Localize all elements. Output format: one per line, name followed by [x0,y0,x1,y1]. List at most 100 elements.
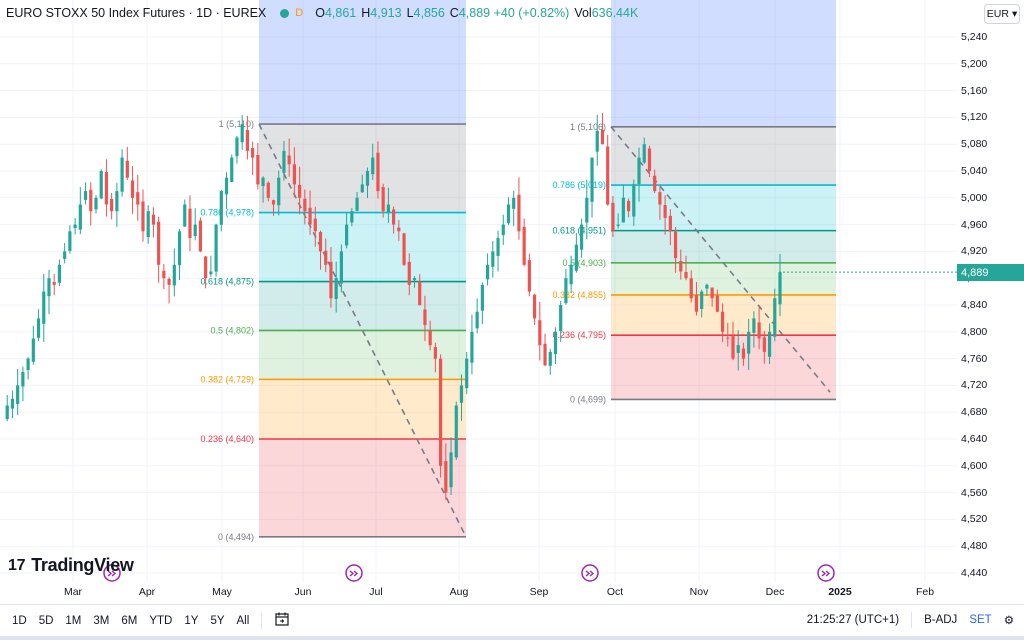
candle [10,390,15,419]
range-button-1m[interactable]: 1M [65,614,82,627]
candle [428,320,432,351]
candle-body [235,137,239,157]
window-bottom-edge [0,636,1024,640]
event-marker-icon[interactable] [345,564,363,582]
fib-level-label: 0.382 (4,855) [552,290,606,300]
candle-body [679,261,683,272]
set-toggle[interactable]: SET [969,614,992,626]
candle-body [553,331,558,355]
symbol-legend: EURO STOXX 50 Index Futures · 1D · EUREX… [6,5,643,21]
candle [16,368,20,415]
candle [271,199,276,216]
candle [130,166,135,214]
time-axis[interactable]: Mar Apr May Jun Jul Aug Sep Oct Nov Dec 2025 Feb [0,582,957,602]
fib-zone [611,335,836,400]
candle-body [501,224,505,236]
candle-body [522,226,526,265]
event-marker-circle [345,564,363,582]
price-tick-label: 5,000 [961,191,988,204]
candle [559,300,563,342]
clock-readout[interactable]: 21:25:27 (UTC+1) [806,614,900,626]
range-button-5y[interactable]: 5Y [210,614,225,627]
candle-body [459,385,464,403]
event-marker-circle [103,564,121,582]
candle-body [104,172,109,205]
candle [684,255,688,281]
price-tick-label: 4,760 [961,352,988,365]
fib-retracement-right[interactable]: 1 (5,106) 0.786 (5,019) 0.618 (4,951) 0.5 (… [552,0,836,404]
candle-body [68,231,72,251]
candle [308,190,312,235]
candle [600,112,605,145]
event-marker-icon[interactable] [103,564,121,582]
event-marker-arrow [585,570,595,577]
range-button-ytd[interactable]: YTD [149,614,173,627]
candle [741,342,746,366]
candle [188,195,192,252]
fib-zone [611,262,836,295]
price-tick-label: 4,960 [961,218,988,231]
close-value: 4,889 +40 (+0.82%) [458,6,570,20]
candle [512,190,516,227]
candle [480,282,484,324]
candle-body [574,244,578,271]
candle [485,253,490,286]
time-tick-label: 2025 [828,586,852,598]
candle-body [89,189,93,212]
candle [736,330,740,371]
candle [5,394,9,422]
candle-body [83,191,88,200]
candle [778,253,782,316]
range-button-6m[interactable]: 6M [121,614,138,627]
fib-retracement-left[interactable]: 1 (5,110) 0.786 (4,978) 0.618 (4,875) 0.5 (… [200,0,467,542]
candle [110,192,114,220]
price-chart[interactable]: 1 (5,110) 0.786 (4,978) 0.618 (4,875) 0.5 (… [0,0,957,604]
gear-icon[interactable]: ⚙ [1003,615,1014,627]
currency-label: EUR [986,8,1009,20]
candle-body [710,287,714,299]
b-adj-toggle[interactable]: B-ADJ [924,614,958,626]
range-button-1y[interactable]: 1Y [184,614,199,627]
price-tick-label: 5,240 [961,31,988,43]
candle-body [334,278,338,299]
tradingview-logo[interactable]: 17 TradingView [8,555,134,576]
candle-body [532,294,537,319]
currency-button[interactable]: EUR ▾ [984,4,1020,24]
candle [653,169,657,194]
candle [459,374,464,421]
candle-body [485,264,490,280]
candle [141,189,145,242]
candle-body [611,202,615,232]
candle [73,218,77,235]
price-axis[interactable]: 5,240 5,200 5,160 5,120 5,080 5,040 5,000 4,960… [957,0,1024,604]
candle [261,176,265,203]
range-button-1d[interactable]: 1D [12,614,27,627]
last-price-label: 4,889 [957,264,1024,281]
price-tick-label: 4,440 [961,567,988,579]
candle [240,115,244,150]
range-button-all[interactable]: All [236,614,250,627]
candle [83,182,88,205]
candle-body [57,264,62,283]
candle [705,283,709,296]
range-button-5d[interactable]: 5D [38,614,54,627]
symbol-title[interactable]: EURO STOXX 50 Index Futures · 1D · EUREX [6,6,267,20]
event-marker-icon[interactable] [581,564,599,582]
candle [57,259,62,287]
candle [386,187,390,223]
calendar-range-icon[interactable] [268,611,296,630]
candle [767,323,772,364]
candle-body [381,187,385,212]
candle [282,140,286,181]
price-tick-label: 4,800 [961,325,988,338]
fib-level-label: 0.618 (4,875) [200,277,254,287]
candle-body [266,182,270,198]
price-tick-label: 4,480 [961,540,988,553]
candle [465,351,469,395]
candle-body [600,129,605,145]
event-marker-icon[interactable] [817,564,835,582]
range-button-3m[interactable]: 3M [93,614,110,627]
candle [506,197,511,225]
candle [496,230,500,272]
event-marker-circle [817,564,835,582]
